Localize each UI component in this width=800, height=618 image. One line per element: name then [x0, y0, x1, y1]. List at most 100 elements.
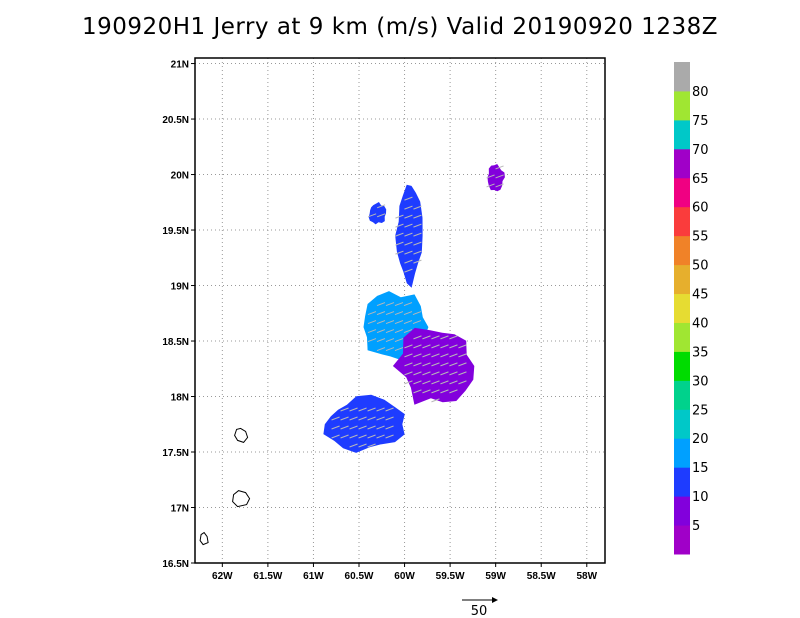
colorbar-label: 20: [692, 432, 709, 447]
colorbar-label: 70: [692, 143, 709, 158]
reference-vector: 50: [462, 597, 498, 618]
wind-vector: [431, 380, 440, 385]
colorbar-segment: [674, 90, 690, 121]
wind-vector: [440, 380, 449, 385]
wind-vector: [486, 174, 495, 179]
wind-vector: [404, 214, 413, 219]
wind-vector: [349, 416, 358, 421]
wind-vector: [458, 380, 467, 385]
wind-vector: [376, 302, 386, 307]
wind-region-northeast-purple: [486, 164, 505, 192]
wind-vector: [376, 329, 386, 334]
wind-vector: [358, 425, 367, 430]
wind-vector: [385, 347, 395, 352]
wind-vector: [431, 398, 440, 403]
wind-vector: [413, 241, 422, 246]
wind-vector: [495, 183, 504, 188]
colorbar-segment: [674, 322, 690, 352]
wind-vector: [394, 347, 404, 352]
colorbar-segment: [674, 119, 690, 150]
colorbar-label: 55: [692, 230, 709, 245]
wind-vector: [385, 329, 395, 334]
wind-vector: [449, 335, 458, 340]
wind-vector: [403, 302, 413, 307]
colorbar-label: 65: [692, 172, 709, 187]
wind-vector: [376, 407, 385, 412]
x-tick-label: 61.5W: [253, 571, 282, 582]
reference-vector-label: 50: [471, 604, 488, 618]
wind-vector: [495, 165, 504, 170]
colorbar-label: 60: [692, 201, 709, 216]
wind-vector: [413, 250, 422, 255]
wind-vector: [404, 362, 413, 367]
wind-vector: [413, 389, 422, 394]
wind-vector: [376, 311, 386, 316]
wind-vector: [431, 335, 440, 340]
wind-vector: [412, 311, 422, 316]
coastline-island-a: [234, 427, 249, 443]
wind-vector: [404, 196, 413, 201]
colorbar-segment: [674, 206, 690, 237]
y-tick-label: 16.5N: [162, 559, 189, 570]
colorbar-segment: [674, 351, 690, 381]
wind-region-north-band: [395, 184, 423, 288]
wind-vector: [385, 311, 395, 316]
wind-vector: [440, 371, 449, 376]
colorbar-label: 50: [692, 259, 709, 274]
wind-vector: [376, 434, 385, 439]
wind-vector: [431, 371, 440, 376]
wind-region-core-purple: [392, 327, 475, 405]
wind-vector: [376, 425, 385, 430]
x-tick-label: 58.5W: [527, 571, 556, 582]
wind-vector: [413, 353, 422, 358]
wind-vector: [404, 353, 413, 358]
wind-vector: [358, 416, 367, 421]
chart-title: 190920H1 Jerry at 9 km (m/s) Valid 20190…: [81, 14, 719, 40]
wind-vector: [395, 223, 404, 228]
x-tick-label: 59W: [485, 571, 506, 582]
wind-vector: [367, 329, 377, 334]
wind-vector: [404, 344, 413, 349]
colorbar-segment: [674, 264, 690, 295]
wind-vector: [413, 205, 422, 210]
wind-vector: [385, 425, 394, 430]
wind-vector: [422, 353, 431, 358]
wind-vector: [394, 329, 404, 334]
wind-patch: [392, 327, 475, 405]
wind-vector: [449, 344, 458, 349]
wind-vector: [395, 241, 404, 246]
wind-vector: [413, 371, 422, 376]
wind-vector: [395, 214, 404, 219]
wind-vector: [376, 213, 386, 218]
wind-vector: [404, 223, 413, 228]
wind-field: [323, 164, 505, 453]
wind-vector: [340, 425, 349, 430]
wind-vector: [367, 407, 376, 412]
y-axis: 21N 20.5N 20N 19.5N 19N 18.5N 18N 17.5N 17N 16.5N: [162, 60, 195, 570]
colorbar-label: 25: [692, 403, 709, 418]
x-tick-label: 62W: [212, 571, 233, 582]
x-tick-label: 60.5W: [345, 571, 374, 582]
wind-vector: [422, 389, 431, 394]
colorbar-label: 5: [692, 519, 700, 534]
colorbar-segment: [674, 380, 690, 410]
colorbar-segment: [674, 525, 690, 555]
x-tick-label: 59.5W: [436, 571, 465, 582]
y-tick-label: 20N: [171, 171, 189, 182]
wind-vector: [449, 371, 458, 376]
colorbar-label: 80: [692, 85, 709, 100]
wind-vector: [358, 443, 367, 448]
wind-vector: [349, 434, 358, 439]
wind-vector: [458, 371, 467, 376]
wind-vector: [431, 362, 440, 367]
colorbar-label: 45: [692, 288, 709, 303]
wind-vector: [331, 434, 340, 439]
wind-vector: [367, 416, 376, 421]
wind-vector: [331, 416, 340, 421]
wind-vector: [403, 320, 413, 325]
x-tick-label: 60W: [394, 571, 415, 582]
wind-vector: [376, 416, 385, 421]
wind-patch: [368, 202, 387, 225]
wind-vector: [404, 380, 413, 385]
